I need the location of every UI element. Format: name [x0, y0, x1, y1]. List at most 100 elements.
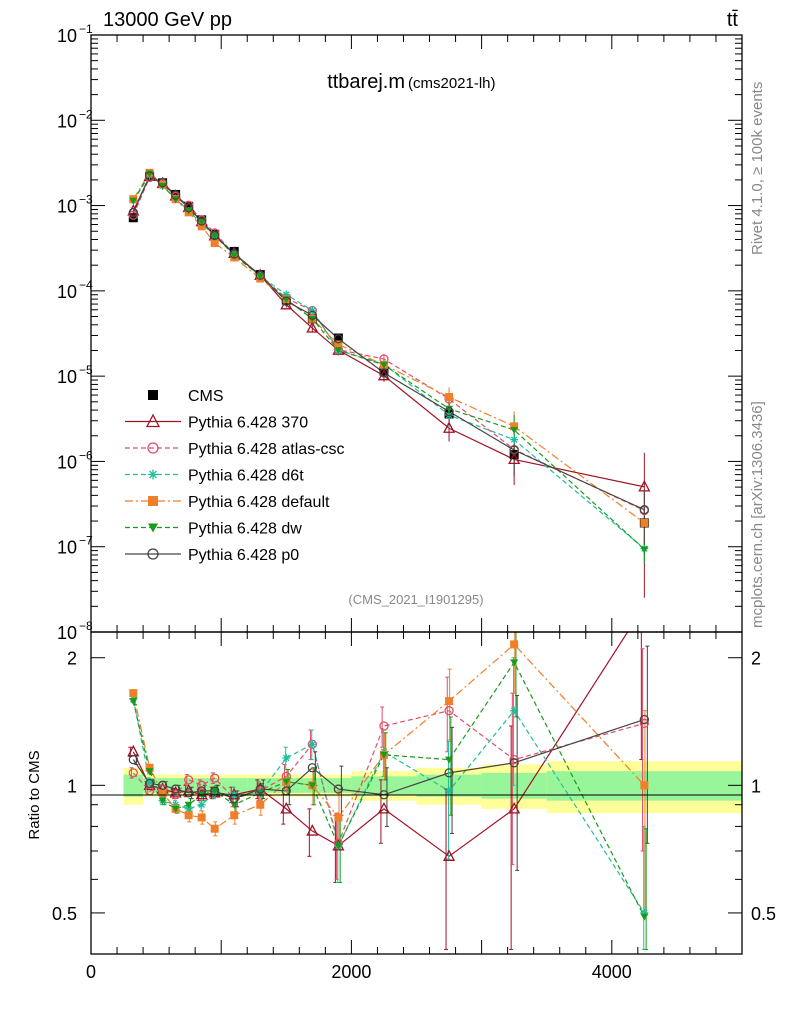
- series-5-ratio-marker: [183, 788, 194, 798]
- series-2-ratio-line: [132, 698, 645, 914]
- series-4-main-line: [132, 172, 645, 550]
- series-5-ratio-marker: [333, 784, 344, 794]
- series-1-ratio-marker: [509, 754, 519, 765]
- cms-data-point: [128, 213, 138, 223]
- y-tick-label-ratio-right: 1: [751, 776, 761, 796]
- series-0-ratio-line: [132, 632, 629, 858]
- series-4-ratio-marker: [510, 659, 519, 667]
- series-5-main-marker: [281, 296, 291, 306]
- series-5-main-marker: [379, 368, 389, 378]
- ratio-lines-clipped: [132, 632, 645, 917]
- y-tick-label-main: 10: [57, 111, 77, 131]
- series-4-ratio-marker: [308, 782, 317, 790]
- series-3-main-marker: [197, 222, 206, 231]
- x-tick-label: 2000: [331, 962, 371, 982]
- legend-marker: [147, 548, 159, 560]
- series-5-main-marker: [197, 216, 207, 226]
- series-2-ratio-marker: [171, 800, 180, 809]
- series-5-ratio-marker: [444, 768, 454, 778]
- series-4-ratio-marker: [145, 768, 154, 776]
- series-3-main-line: [132, 171, 645, 524]
- legend-label: CMS: [188, 388, 224, 405]
- y-tick-label-exponent: −1: [79, 22, 93, 36]
- y-tick-label-main: 10: [57, 26, 77, 46]
- series-2-main-marker: [510, 435, 519, 444]
- series-1-ratio-marker: [639, 718, 649, 729]
- series-3-main-marker: [510, 422, 519, 431]
- series-3-ratio-marker: [510, 640, 519, 649]
- series-5-main-marker: [128, 207, 138, 218]
- series-0-main-marker: [306, 321, 319, 333]
- series-4-ratio-marker: [129, 698, 138, 706]
- cms-data-point: [184, 201, 194, 211]
- series-3-ratio-marker: [158, 788, 167, 797]
- series-0-main-marker: [508, 452, 521, 465]
- y-tick-label-ratio: 2: [67, 649, 77, 669]
- series-3-main-marker: [334, 340, 343, 349]
- series-5-main-marker: [229, 249, 239, 259]
- series-1-ratio-marker: [210, 773, 220, 783]
- series-3-main-marker: [640, 518, 649, 527]
- series-5-ratio-marker: [170, 784, 181, 794]
- series-3-ratio-marker: [129, 689, 138, 698]
- legend-marker: [148, 390, 158, 400]
- band-inner-bin: [416, 774, 482, 797]
- ratio-axis-label: Ratio to CMS: [26, 750, 43, 839]
- band-inner-bin: [221, 778, 248, 793]
- series-2-ratio-marker: [282, 754, 291, 763]
- y-tick-label-exponent: −8: [79, 619, 93, 633]
- legend-marker: [148, 469, 158, 480]
- series-1-main-line: [132, 176, 645, 512]
- series-4-ratio-marker: [230, 801, 239, 809]
- series-2-main-marker: [282, 290, 291, 299]
- series-3-ratio-marker: [230, 811, 239, 820]
- rivet-version-label: Rivet 4.1.0, ≥ 100k events: [749, 82, 766, 255]
- series-5-main-marker: [307, 310, 317, 320]
- y-tick-label-main: 10: [57, 452, 77, 472]
- main-lines-clipped: [132, 171, 645, 550]
- series-4-ratio-marker: [640, 913, 649, 921]
- series-4-ratio-marker: [184, 801, 193, 809]
- series-1-ratio-marker: [379, 721, 389, 731]
- legend-label: Pythia 6.428 default: [188, 494, 330, 511]
- legend-label: Pythia 6.428 370: [188, 415, 308, 432]
- series-4-main-marker: [184, 207, 193, 215]
- y-tick-label-ratio: 1: [67, 776, 77, 796]
- series-3-ratio-line: [132, 643, 645, 830]
- analysis-watermark: (CMS_2021_I1901295): [348, 592, 483, 607]
- series-4-ratio-marker: [171, 805, 180, 813]
- x-tick-label: 0: [86, 962, 96, 982]
- series-3-ratio-marker: [197, 813, 206, 822]
- series-4-main-marker: [379, 361, 388, 369]
- legend-label: Pythia 6.428 d6t: [188, 468, 304, 485]
- y-tick-label-exponent: −7: [79, 534, 93, 548]
- series-3-main-marker: [445, 393, 454, 402]
- series-5-main-marker: [157, 178, 168, 188]
- series-4-main-marker: [129, 197, 138, 205]
- series-lines: [132, 171, 645, 917]
- series-2-ratio-marker: [197, 800, 206, 809]
- legend-label: Pythia 6.428 atlas-csc: [188, 441, 345, 458]
- y-tick-label-main: 10: [57, 282, 77, 302]
- y-tick-label-exponent: −4: [79, 278, 93, 292]
- series-4-ratio-marker: [158, 797, 167, 805]
- legend-marker: [148, 496, 158, 506]
- ratio-errs-clipped: [128, 632, 650, 950]
- y-tick-label-exponent: −3: [79, 193, 93, 207]
- series-4-ratio-marker: [334, 842, 343, 850]
- series-5-main-marker: [444, 406, 454, 417]
- series-5-main-marker: [255, 270, 265, 281]
- series-2-ratio-marker: [445, 786, 454, 795]
- series-4-main-marker: [210, 232, 219, 240]
- series-5-main-marker: [210, 230, 220, 241]
- legend-label: Pythia 6.428 dw: [188, 521, 302, 538]
- series-3-ratio-marker: [145, 763, 154, 772]
- series-5-main-marker: [639, 505, 649, 515]
- series-5-ratio-marker: [639, 714, 649, 725]
- series-3-ratio-marker: [210, 824, 219, 833]
- series-3-ratio-marker: [445, 697, 454, 706]
- y-tick-label-ratio-right: 0.5: [751, 904, 776, 924]
- series-0-ratio-marker: [508, 801, 521, 814]
- series-2-ratio-marker: [184, 804, 193, 813]
